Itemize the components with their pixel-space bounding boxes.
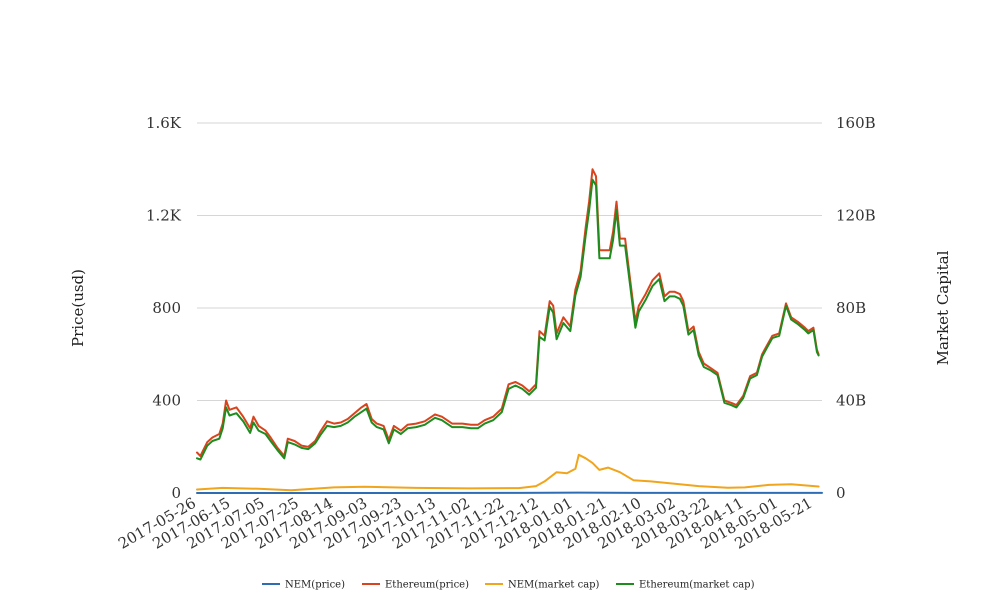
series-line-1 (196, 168, 820, 457)
series-line-3 (196, 178, 820, 461)
y2-tick-label: 160B (836, 114, 876, 132)
y2-tick-label: 40B (836, 392, 866, 410)
y-axis-title: Price(usd) (69, 269, 87, 347)
y-tick-label: 0 (171, 484, 181, 502)
series-line-2 (196, 453, 820, 492)
y-tick-label: 400 (152, 392, 181, 410)
y-tick-label: 1.6K (146, 114, 182, 132)
legend-label: NEM(market cap) (508, 580, 600, 591)
legend-label: NEM(price) (285, 580, 345, 591)
y-tick-label: 800 (152, 299, 181, 317)
legend-label: Ethereum(price) (385, 580, 469, 591)
axes: 04008001.2K1.6K040B80B120B160B2017-05-26… (115, 114, 876, 553)
y2-tick-label: 120B (836, 207, 876, 225)
y-tick-label: 1.2K (146, 207, 182, 225)
legend: NEM(price) Ethereum(price) NEM(market cap)… (262, 580, 755, 591)
gridlines (197, 122, 822, 494)
y2-tick-label: 80B (836, 299, 866, 317)
y2-axis-title: Market Capital (934, 250, 952, 365)
legend-label: Ethereum(market cap) (639, 580, 755, 591)
series-lines (196, 168, 823, 494)
y2-tick-label: 0 (836, 484, 846, 502)
